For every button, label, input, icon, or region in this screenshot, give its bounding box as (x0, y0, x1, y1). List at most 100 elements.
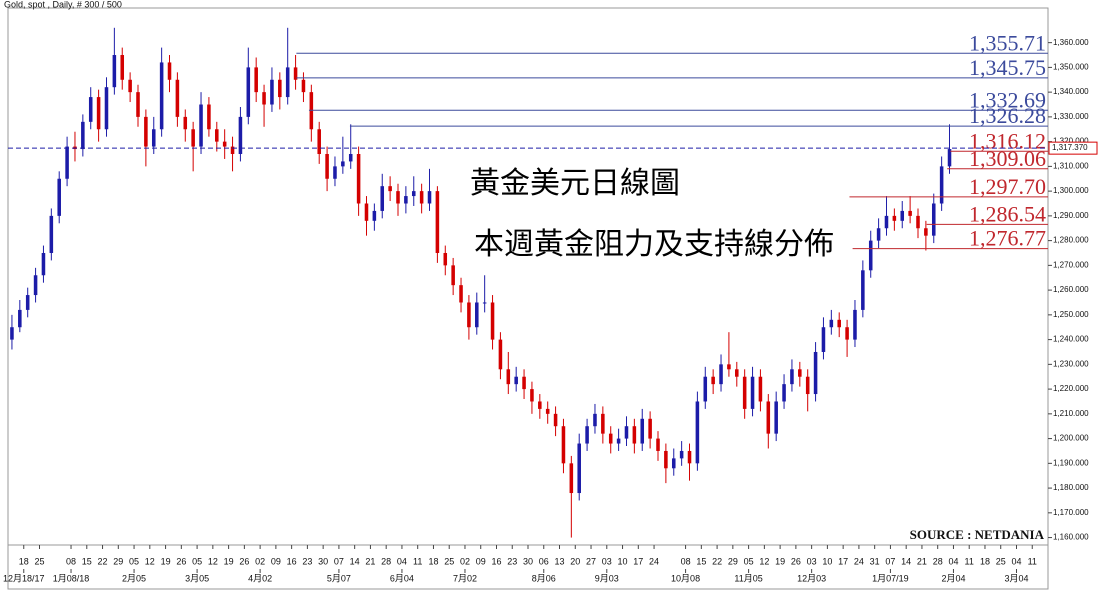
candle-body (112, 55, 117, 88)
y-tick-label: 1,230.000 (1053, 359, 1089, 368)
level-label: 1,286.54 (969, 201, 1046, 226)
candle-body (215, 129, 219, 142)
candle-body (404, 196, 408, 204)
candle-body (616, 438, 621, 444)
annotation: 黃金美元日線圖 (470, 167, 680, 200)
candle-body (183, 116, 188, 130)
x-tick-label: 25 (35, 556, 45, 566)
x-tick-label: 16 (287, 556, 297, 566)
x-month-label: 10月08 (671, 573, 700, 583)
candle-body (522, 376, 526, 390)
candle-body (419, 191, 424, 204)
candle-body (577, 443, 581, 494)
x-month-label: 4月02 (248, 573, 272, 583)
candle-body (151, 129, 156, 147)
y-tick-label: 1,270.000 (1053, 260, 1089, 269)
x-tick-label: 02 (255, 556, 265, 566)
x-tick-label: 29 (113, 556, 123, 566)
x-tick-label: 11 (965, 556, 974, 566)
candle-body (782, 384, 786, 402)
x-tick-label: 12 (759, 556, 769, 566)
x-month-label: 8月06 (532, 573, 556, 583)
current-price-box (1048, 141, 1098, 155)
x-tick-label: 10 (822, 556, 832, 566)
candle-body (498, 339, 503, 370)
candle-body (467, 302, 471, 328)
candle-body (435, 191, 440, 253)
x-tick-label: 17 (838, 556, 848, 566)
level-label: 1,276.77 (969, 226, 1046, 251)
x-tick-label: 12 (145, 556, 155, 566)
candle-body (317, 129, 321, 155)
candle-body (514, 376, 518, 385)
y-tick-label: 1,300.000 (1053, 186, 1089, 195)
x-tick-label: 21 (917, 556, 927, 566)
x-tick-label: 04 (948, 556, 958, 566)
candle-body (459, 285, 463, 303)
y-tick-label: 1,280.000 (1053, 236, 1089, 245)
y-tick-label: 1,310.000 (1053, 161, 1089, 170)
candle-body (333, 166, 337, 179)
plot-frame (7, 7, 1049, 546)
candle-body (703, 376, 708, 402)
x-tick-label: 16 (491, 556, 501, 566)
x-tick-label: 23 (507, 556, 517, 566)
candle-body (144, 116, 148, 147)
level-label: 1,316.12 (969, 128, 1046, 153)
candle-body (766, 401, 771, 434)
candle-body (837, 319, 841, 328)
candle-body (207, 104, 211, 130)
x-tick-label: 04 (1011, 556, 1021, 566)
candle-body (246, 67, 251, 117)
candle-body (254, 67, 258, 93)
y-tick-label: 1,200.000 (1053, 434, 1089, 443)
x-tick-label: 07 (885, 556, 895, 566)
level-label: 1,326.28 (969, 103, 1046, 128)
x-tick-label: 28 (933, 556, 943, 566)
candle-body (585, 426, 589, 444)
candle-body (81, 121, 85, 150)
candle-body (892, 215, 897, 221)
candle-body (876, 228, 881, 241)
candle-body (939, 166, 944, 204)
x-tick-label: 09 (476, 556, 486, 566)
x-tick-label: 08 (66, 556, 76, 566)
candle-body (262, 92, 266, 105)
candle-body (364, 203, 369, 221)
candle-body (396, 191, 400, 204)
x-tick-label: 31 (870, 556, 880, 566)
candle-body (908, 210, 912, 216)
x-tick-label: 21 (365, 556, 375, 566)
x-tick-label: 28 (381, 556, 391, 566)
candle-body (790, 369, 794, 385)
y-tick-label: 1,320.000 (1053, 137, 1089, 146)
chart-title: Gold, spot , Daily, # 300 / 500 (4, 0, 122, 9)
candle-body (427, 191, 432, 204)
candle-body (900, 210, 905, 221)
candle-body (380, 186, 385, 211)
x-month-label: 7月02 (453, 573, 477, 583)
current-price-label: 1,317.370 (1052, 143, 1088, 152)
candle-body (805, 376, 810, 395)
x-tick-label: 27 (586, 556, 596, 566)
candle-body (884, 215, 889, 229)
x-month-label: 11月05 (734, 573, 762, 583)
x-tick-label: 26 (791, 556, 801, 566)
candle-body (120, 55, 125, 80)
x-tick-label: 20 (570, 556, 580, 566)
candle-body (624, 426, 629, 439)
x-tick-label: 25 (996, 556, 1006, 566)
candle-body (608, 433, 613, 444)
y-tick-label: 1,180.000 (1053, 483, 1089, 492)
candle-body (924, 228, 928, 236)
candle-body (490, 302, 495, 340)
candle-body (230, 146, 235, 155)
x-tick-label: 18 (980, 556, 990, 566)
x-tick-label: 02 (460, 556, 470, 566)
candle-body (735, 369, 739, 377)
candle-body (238, 116, 243, 155)
y-tick-label: 1,160.000 (1053, 533, 1089, 542)
x-tick-label: 24 (854, 556, 864, 566)
candle-body (727, 364, 731, 370)
